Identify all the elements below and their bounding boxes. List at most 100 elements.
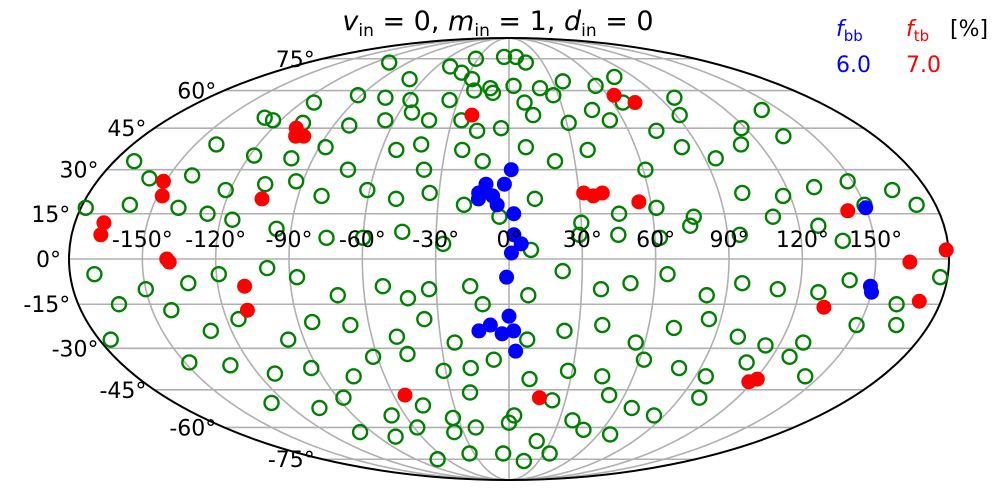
- point-tb: [816, 299, 832, 315]
- lon-tick-label: -90°: [266, 228, 313, 253]
- point-other: [734, 275, 751, 292]
- point-other: [341, 117, 358, 134]
- point-other: [484, 84, 502, 102]
- point-other: [623, 399, 640, 417]
- point-other: [414, 397, 432, 414]
- point-other: [474, 152, 491, 170]
- point-other: [202, 322, 220, 340]
- point-other: [317, 138, 334, 156]
- point-other: [121, 196, 139, 214]
- point-other: [110, 296, 128, 313]
- point-tb: [911, 293, 927, 309]
- point-bb: [478, 176, 494, 192]
- point-other: [592, 281, 610, 298]
- point-other: [805, 178, 823, 196]
- point-other: [485, 351, 502, 368]
- lon-tick-label: 30°: [563, 228, 602, 253]
- point-other: [102, 331, 119, 348]
- point-other: [516, 94, 533, 111]
- point-other: [388, 141, 405, 159]
- point-other: [210, 265, 227, 283]
- point-other: [409, 419, 426, 436]
- point-other: [575, 421, 592, 439]
- point-tb: [627, 95, 643, 111]
- point-other: [517, 138, 535, 156]
- lon-tick-label: -60°: [339, 228, 386, 253]
- point-other: [264, 112, 282, 129]
- point-other: [380, 54, 398, 71]
- point-other: [841, 271, 858, 289]
- point-other: [528, 432, 545, 450]
- legend-bb-value: 6.0: [836, 53, 871, 78]
- point-other: [435, 362, 452, 380]
- point-other: [734, 184, 751, 202]
- point-other: [446, 334, 463, 351]
- point-other: [601, 112, 619, 129]
- point-other: [546, 152, 564, 170]
- point-other: [834, 232, 851, 250]
- point-other: [283, 150, 300, 167]
- point-other: [402, 91, 419, 109]
- point-other: [554, 73, 572, 90]
- point-other: [583, 101, 601, 119]
- data-points: [77, 48, 954, 470]
- point-other: [288, 268, 306, 286]
- point-other: [494, 445, 512, 462]
- point-bb: [496, 176, 512, 192]
- lat-tick-label: -30°: [52, 337, 99, 362]
- point-tb: [938, 242, 954, 258]
- point-other: [659, 265, 676, 283]
- point-other: [263, 394, 280, 412]
- point-other: [420, 281, 438, 298]
- point-other: [462, 359, 479, 377]
- point-other: [446, 423, 463, 441]
- lat-tick-label: 60°: [177, 80, 216, 105]
- point-other: [266, 365, 284, 382]
- point-tb: [239, 302, 255, 318]
- point-bb: [471, 323, 487, 339]
- point-other: [733, 119, 750, 137]
- point-tb: [902, 254, 918, 270]
- point-other: [781, 348, 798, 366]
- point-other: [359, 181, 376, 199]
- point-other: [230, 310, 247, 328]
- point-other: [222, 357, 239, 374]
- point-other: [387, 428, 404, 445]
- point-other: [556, 322, 573, 340]
- point-other: [420, 112, 438, 129]
- point-other: [342, 316, 359, 334]
- point-other: [461, 445, 478, 462]
- point-other: [441, 91, 458, 109]
- point-tb: [594, 185, 610, 201]
- point-other: [245, 147, 263, 164]
- point-other: [545, 87, 562, 104]
- point-other: [795, 334, 812, 351]
- lat-tick-label: 15°: [31, 203, 70, 228]
- point-other: [454, 141, 471, 159]
- point-other: [492, 119, 510, 137]
- point-other: [732, 136, 750, 153]
- point-bb: [501, 308, 517, 324]
- point-other: [700, 310, 718, 328]
- point-other: [888, 316, 905, 334]
- point-other: [839, 173, 856, 190]
- point-other: [564, 412, 581, 429]
- point-other: [517, 54, 534, 71]
- point-other: [594, 368, 611, 385]
- point-other: [287, 173, 305, 190]
- point-other: [635, 351, 653, 368]
- point-other: [571, 226, 588, 243]
- point-bb: [858, 200, 874, 216]
- point-other: [181, 354, 198, 371]
- point-other: [526, 190, 544, 208]
- point-other: [199, 205, 216, 222]
- point-other: [313, 187, 330, 205]
- lat-tick-label: -15°: [23, 293, 70, 318]
- point-other: [519, 331, 536, 348]
- lon-tick-label: -120°: [185, 228, 246, 253]
- point-other: [627, 334, 644, 351]
- point-other: [349, 87, 367, 104]
- point-other: [351, 423, 369, 441]
- point-bb: [506, 206, 522, 222]
- point-other: [137, 281, 154, 298]
